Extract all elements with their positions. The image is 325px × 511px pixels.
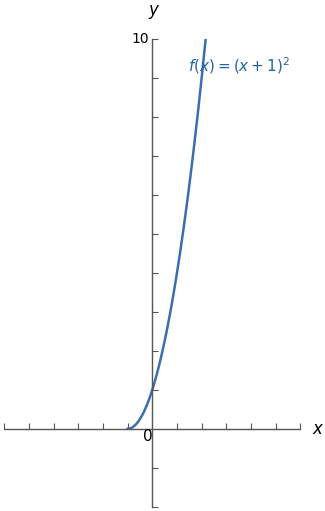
Text: 0: 0 [143,429,152,444]
Text: x: x [313,420,323,438]
Text: $f(x) = (x + 1)^2$: $f(x) = (x + 1)^2$ [188,55,290,76]
Text: y: y [149,1,159,19]
Text: 10: 10 [131,32,149,45]
